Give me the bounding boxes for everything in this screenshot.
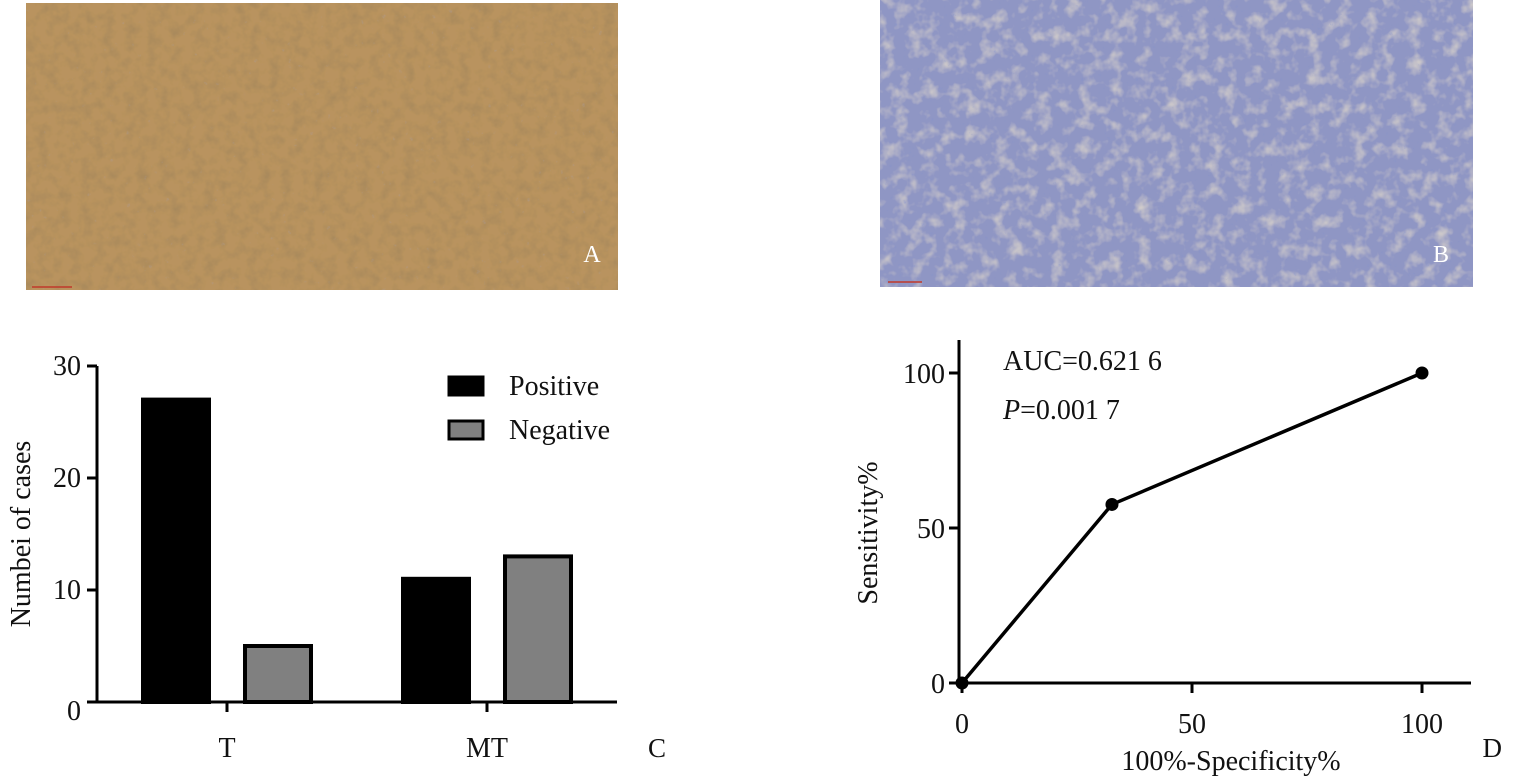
- p-value-annotation: P=0.001 7: [1002, 395, 1120, 426]
- chart-c-bar: [243, 644, 313, 704]
- micrograph-a: A: [26, 3, 618, 290]
- chart-c-y-tick-label: 10: [53, 575, 81, 606]
- chart-c-legend-swatch: [447, 375, 485, 397]
- p-symbol: P: [1002, 395, 1020, 426]
- panel-letter-b: B: [1433, 242, 1449, 268]
- chart-d-x-tick-label: 100: [1401, 709, 1443, 740]
- roc-curve-point: [955, 676, 969, 690]
- chart-c-legend-swatch: [447, 419, 485, 441]
- micrograph-b: B: [880, 0, 1473, 287]
- chart-d-y-tick-label: 0: [931, 669, 945, 700]
- chart-d-xlabel: 100%-Specificity%: [1121, 746, 1340, 777]
- chart-c-x-tick-label: MT: [466, 733, 508, 764]
- auc-annotation: AUC=0.621 6: [1003, 346, 1162, 377]
- chart-d-y-tick-label: 100: [903, 359, 945, 390]
- roc-curve-point: [1415, 366, 1429, 380]
- panel-letter-d: D: [1483, 733, 1503, 763]
- p-value: =0.001 7: [1020, 395, 1120, 426]
- chart-d-x-tick-label: 0: [955, 709, 969, 740]
- chart-d-y-tick-label: 50: [917, 514, 945, 545]
- chart-c-x-tick-label: T: [218, 733, 235, 764]
- chart-c-y-tick-label: 20: [53, 463, 81, 494]
- panel-letter-c: C: [648, 733, 666, 763]
- chart-c-y-tick-label: 30: [53, 351, 81, 382]
- roc-curve-point: [1105, 497, 1119, 511]
- chart-c-bar: [141, 397, 211, 704]
- micrograph-b-image: B: [880, 0, 1473, 287]
- chart-c-bar: [503, 554, 573, 705]
- roc-chart-d: 0 50 100 0 50 100 Sensitivity% 100%-Specifici…: [853, 340, 1503, 777]
- panel-letter-a: A: [583, 242, 601, 268]
- chart-c-y-tick-label: 0: [67, 696, 81, 727]
- chart-d-ylabel: Sensitivity%: [853, 461, 884, 604]
- bar-chart-c: 0 10 20 30 T MT Numbei of cases Positive Negat…: [6, 351, 666, 764]
- chart-c-legend-label: Positive: [509, 371, 599, 402]
- chart-c-bar: [401, 576, 471, 704]
- chart-d-x-tick-label: 50: [1178, 709, 1206, 740]
- chart-c-ylabel: Numbei of cases: [6, 441, 37, 628]
- chart-c-legend-label: Negative: [509, 415, 610, 446]
- micrograph-a-image: A: [26, 3, 618, 290]
